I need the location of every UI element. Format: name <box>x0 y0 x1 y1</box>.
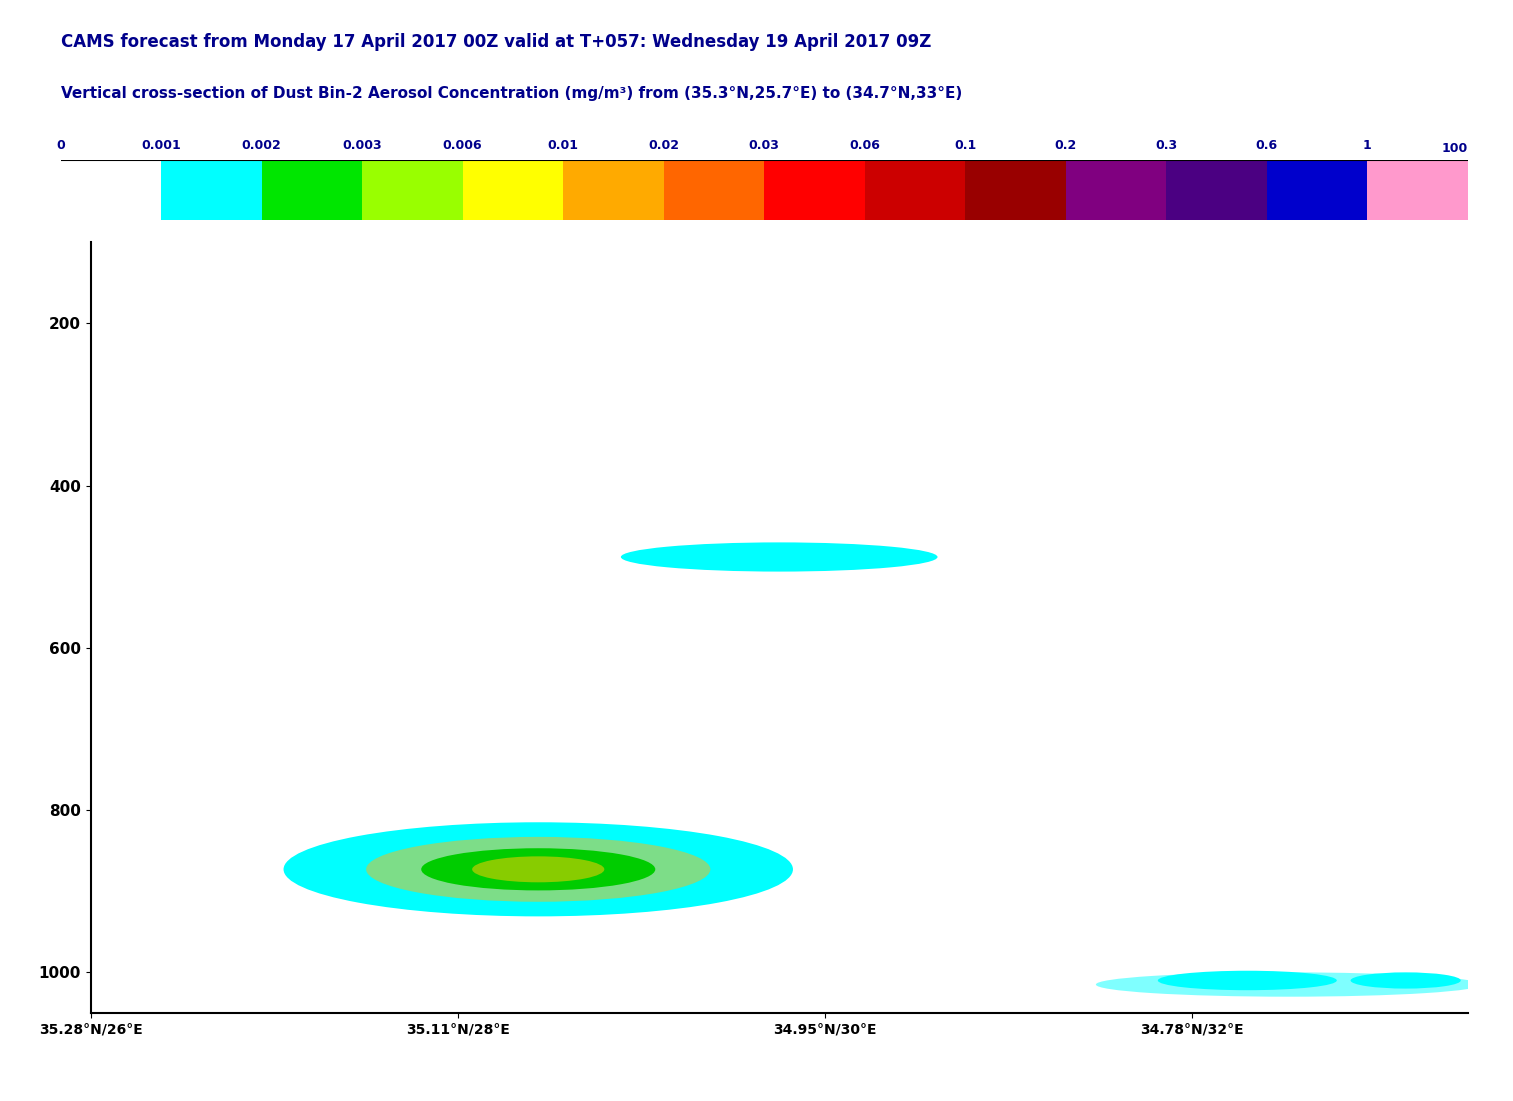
Bar <box>463 160 563 220</box>
Bar <box>1368 160 1468 220</box>
Text: Vertical cross-section of Dust Bin-2 Aerosol Concentration (mg/m³) from (35.3°N,: Vertical cross-section of Dust Bin-2 Aer… <box>61 86 962 101</box>
Ellipse shape <box>620 543 938 571</box>
Bar <box>764 160 864 220</box>
Ellipse shape <box>1157 971 1337 990</box>
Ellipse shape <box>421 848 655 891</box>
Bar <box>864 160 965 220</box>
Ellipse shape <box>283 822 793 916</box>
Bar <box>965 160 1065 220</box>
Ellipse shape <box>1351 972 1460 989</box>
Bar <box>1167 160 1266 220</box>
Ellipse shape <box>366 837 710 902</box>
Ellipse shape <box>472 857 604 882</box>
Bar <box>563 160 664 220</box>
Bar <box>664 160 764 220</box>
Bar <box>1065 160 1167 220</box>
Text: CAMS forecast from Monday 17 April 2017 00Z valid at T+057: Wednesday 19 April 2: CAMS forecast from Monday 17 April 2017 … <box>61 33 930 51</box>
Bar <box>262 160 362 220</box>
Bar <box>160 160 262 220</box>
Bar <box>1266 160 1368 220</box>
Ellipse shape <box>1095 972 1481 996</box>
Bar <box>61 160 160 220</box>
Bar <box>362 160 463 220</box>
Text: 100: 100 <box>1442 142 1468 155</box>
